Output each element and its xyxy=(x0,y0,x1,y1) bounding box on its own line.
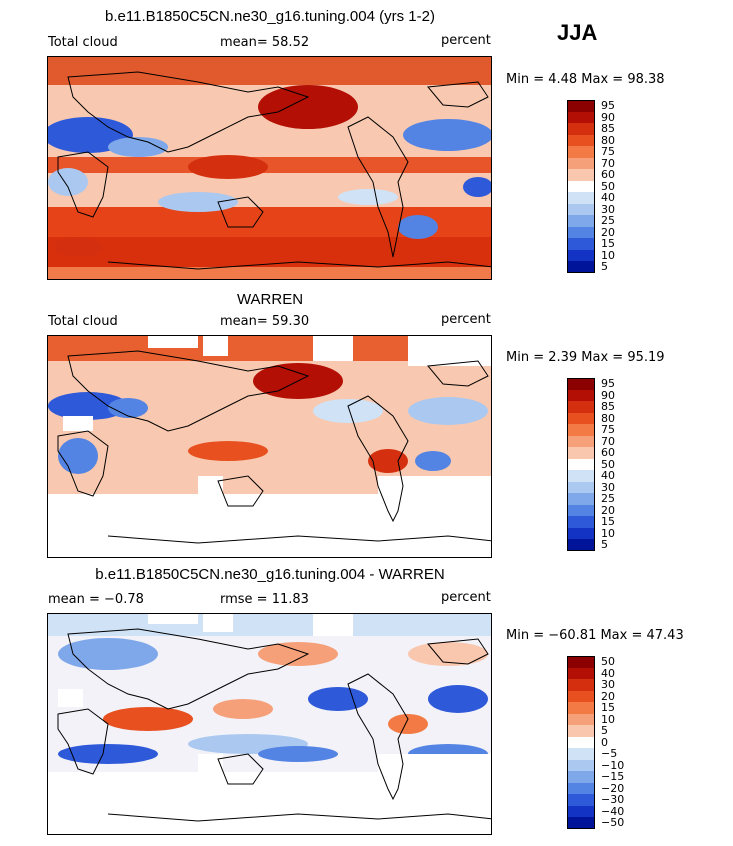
colorbar-label: 15 xyxy=(601,237,615,250)
colorbar-label: 85 xyxy=(601,400,615,413)
colorbar-label: 70 xyxy=(601,434,615,448)
colorbar-label: 15 xyxy=(601,701,615,714)
colorbar-label: 5 xyxy=(601,260,608,273)
colorbar-label: 50 xyxy=(601,457,615,471)
panel-2-minmax: Min = 2.39 Max = 95.19 xyxy=(506,350,665,365)
panel-3-title: b.e11.B1850C5CN.ne30_g16.tuning.004 - WA… xyxy=(95,566,445,583)
colorbar-label: 90 xyxy=(601,388,615,402)
colorbar-label: 75 xyxy=(601,423,615,436)
panel-1-minmax: Min = 4.48 Max = 98.38 xyxy=(506,72,665,87)
panel-2-variable-label: Total cloud xyxy=(48,314,118,329)
colorbar-label: 85 xyxy=(601,122,615,135)
colorbar-label: 25 xyxy=(601,214,615,227)
colorbar-label: 15 xyxy=(601,515,615,528)
colorbar-label: 80 xyxy=(601,411,615,425)
panel-2-map xyxy=(47,335,492,558)
colorbar-label: 25 xyxy=(601,492,615,505)
panel-3-units-label: percent xyxy=(441,590,491,605)
panel-3-mean-label: mean = −0.78 xyxy=(48,592,144,607)
panel-1-title: b.e11.B1850C5CN.ne30_g16.tuning.004 (yrs… xyxy=(105,8,435,25)
colorbar-label: 95 xyxy=(601,99,615,112)
panel-1-map-graphic xyxy=(48,57,491,279)
colorbar-label: 95 xyxy=(601,377,615,390)
season-label: JJA xyxy=(557,20,598,45)
panel-2-title: WARREN xyxy=(236,291,304,308)
colorbar-label: 0 xyxy=(601,735,608,749)
colorbar-label: 30 xyxy=(601,480,615,494)
colorbar-label: 70 xyxy=(601,156,615,170)
panel-2-mean-label: mean= 59.30 xyxy=(220,314,310,329)
panel-2-units-label: percent xyxy=(441,312,491,327)
colorbar-label: 50 xyxy=(601,179,615,193)
panel-1-colorbar: 95 90 85 80 75 70 60 50 40 30 25 20 15 10 5 xyxy=(567,100,637,275)
colorbar-label: −15 xyxy=(601,770,625,783)
colorbar-label: −40 xyxy=(601,804,625,818)
panel-1-units-label: percent xyxy=(441,33,491,48)
colorbar-label: 5 xyxy=(601,538,608,551)
colorbar-label: 10 xyxy=(601,248,615,262)
colorbar-label: 10 xyxy=(601,712,615,726)
colorbar-label: 80 xyxy=(601,133,615,147)
colorbar-frame xyxy=(567,378,595,551)
colorbar-label: 40 xyxy=(601,191,615,204)
panel-3-map xyxy=(47,613,492,835)
colorbar-label: 75 xyxy=(601,145,615,158)
colorbar-label: −20 xyxy=(601,781,625,795)
panel-1-map xyxy=(47,56,492,280)
colorbar-frame xyxy=(567,656,595,829)
colorbar-label: 5 xyxy=(601,724,608,737)
colorbar-label: 50 xyxy=(601,655,615,668)
colorbar-label: 60 xyxy=(601,168,615,181)
colorbar-label: 40 xyxy=(601,666,615,680)
panel-3-rmse-label: rmse = 11.83 xyxy=(220,592,309,607)
colorbar-label: 40 xyxy=(601,469,615,482)
panel-1-variable-label: Total cloud xyxy=(48,35,118,50)
colorbar-label: 10 xyxy=(601,526,615,540)
panel-3-minmax: Min = −60.81 Max = 47.43 xyxy=(506,628,684,643)
colorbar-label: 20 xyxy=(601,225,615,239)
colorbar-label: 30 xyxy=(601,202,615,216)
colorbar-label: 90 xyxy=(601,110,615,124)
colorbar-label: −10 xyxy=(601,758,625,772)
colorbar-label: −50 xyxy=(601,816,625,829)
colorbar-label: 20 xyxy=(601,503,615,517)
panel-2-map-graphic xyxy=(48,336,491,557)
panel-3-colorbar: 50 40 30 20 15 10 5 0 −5 −10 −15 −20 −30 −40 −50 xyxy=(567,656,637,831)
panel-2-colorbar: 95 90 85 80 75 70 60 50 40 30 25 20 15 10 5 xyxy=(567,378,637,553)
colorbar-label: 60 xyxy=(601,446,615,459)
colorbar-label: 30 xyxy=(601,678,615,691)
colorbar-label: −5 xyxy=(601,747,618,760)
colorbar-label: 20 xyxy=(601,689,615,703)
panel-3-map-graphic xyxy=(48,614,491,834)
colorbar-frame xyxy=(567,100,595,273)
panel-1-mean-label: mean= 58.52 xyxy=(220,35,310,50)
colorbar-label: −30 xyxy=(601,793,625,806)
